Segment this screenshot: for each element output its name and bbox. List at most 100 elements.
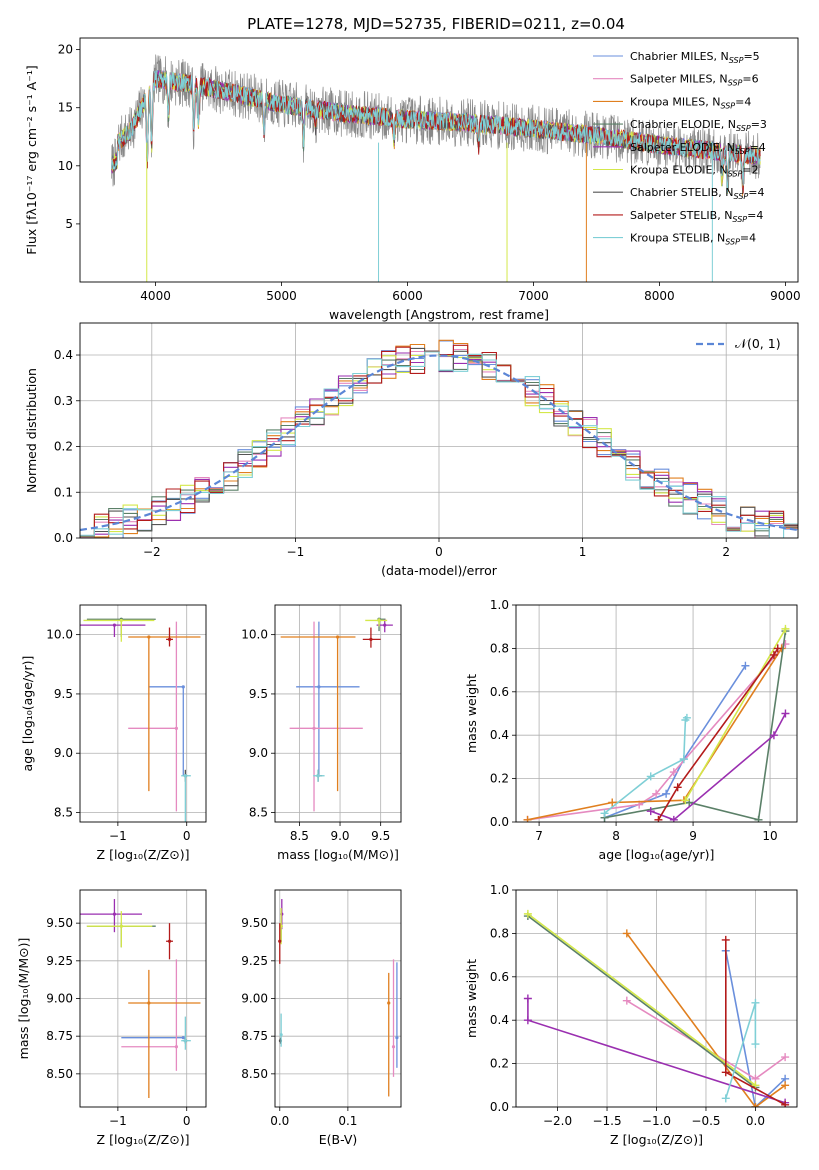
age-vs-Z-panel: −1 0 8.5 9.0 9.5 10.0 Z [log₁₀(Z/Z⊙)] age [log₁… (20, 604, 207, 862)
series-chabrier-elodie (523, 912, 760, 1092)
legend-item-chabrier-stelib: Chabrier STELIB, NSSP=4 (593, 186, 764, 201)
plus-marker (721, 1094, 730, 1103)
y-tick-label: 0.8 (490, 926, 509, 940)
spectrum-panel: 4000 5000 6000 7000 8000 9000 5 10 15 20 wavelengt… (24, 37, 801, 322)
x-tick-label: −1 (287, 545, 305, 559)
plus-marker (769, 731, 778, 740)
y-axis-label: mass weight (464, 674, 479, 753)
y-tick-label: 9.0 (249, 746, 268, 760)
point-marker (112, 912, 117, 916)
errorbar-salpeter-miles (121, 959, 178, 1071)
series-kroupa-miles (523, 644, 786, 822)
y-tick-label: 8.50 (241, 1067, 268, 1081)
series-line (527, 915, 756, 1089)
y-tick-label: 9.50 (46, 916, 73, 930)
point-marker (316, 774, 320, 778)
y-tick-label: 10.0 (46, 628, 73, 642)
mass-vs-EBV-panel: 0.0 0.1 8.50 8.75 9.00 9.25 9.50 E(B-V) (241, 889, 402, 1147)
series-salpeter-stelib (721, 935, 790, 1107)
legend-label: Kroupa MILES, NSSP=4 (630, 95, 751, 110)
plus-marker (751, 1103, 760, 1107)
point-marker (181, 685, 185, 689)
errorbar-kroupa-miles (280, 635, 356, 792)
legend-label: Chabrier ELODIE, NSSP=3 (630, 118, 767, 133)
series-line (650, 713, 787, 821)
y-tick-label: 5 (65, 217, 73, 231)
series-line (657, 647, 779, 821)
plus-marker (721, 935, 730, 944)
mass-weight-vs-Z-panel: −2.0 −1.5 −1.0 −0.5 0.0 0.0 0.2 0.4 0.6 0.8 1.0 Z [… (464, 883, 798, 1147)
y-tick-label: 9.50 (241, 916, 268, 930)
point-marker (312, 726, 316, 730)
legend-normal: 𝒩(0, 1) (696, 336, 781, 351)
series-kroupa-stelib (600, 713, 691, 818)
x-tick-label: 9.5 (371, 829, 390, 843)
y-tick-label: 0.2 (490, 772, 509, 786)
x-tick-label: −1 (109, 1114, 127, 1128)
histogram-kroupa-stelib (80, 351, 798, 538)
plot-frame (515, 889, 798, 1108)
point-marker (119, 618, 123, 623)
series-line (604, 717, 688, 814)
x-tick-label: 4000 (140, 289, 171, 303)
point-marker (377, 618, 381, 623)
plot-frame (79, 604, 207, 823)
x-tick-label: 9.0 (330, 829, 349, 843)
errorbar-chabrier-miles (296, 621, 360, 776)
y-axis-label: mass weight (464, 959, 479, 1038)
y-tick-label: 8.50 (46, 1067, 73, 1081)
y-axis-label: age [log₁₀(age/yr)] (20, 656, 35, 772)
x-axis-label: mass [log₁₀(M/M⊙)] (277, 847, 399, 862)
mass-weight-vs-age-lines (523, 624, 790, 822)
legend-label: Salpeter STELIB, NSSP=4 (630, 209, 763, 224)
y-tick-label: 1.0 (490, 883, 509, 897)
errorbar-kroupa-elodie (83, 618, 155, 642)
plot-frame (79, 37, 799, 283)
legend-item-chabrier-elodie: Chabrier ELODIE, NSSP=3 (593, 118, 767, 133)
plus-marker (669, 815, 678, 822)
legend-label: Salpeter MILES, NSSP=6 (630, 73, 759, 88)
plus-marker (769, 650, 778, 659)
plus-marker (721, 1068, 730, 1077)
plus-marker (773, 644, 782, 653)
plus-marker (523, 815, 532, 822)
point-marker (183, 774, 187, 778)
model-spectrum-kroupa-stelib (111, 70, 761, 194)
series-line (626, 932, 786, 1107)
mass-vs-Z-panel: −1 0 8.50 8.75 9.00 9.25 9.50 Z [log₁₀(Z/Z⊙)] ma… (16, 889, 207, 1147)
plus-marker (681, 796, 690, 805)
point-marker (112, 623, 117, 627)
x-tick-label: 2 (722, 545, 730, 559)
y-tick-label: 8.75 (46, 1029, 73, 1043)
errorbar-chabrier-miles (121, 1036, 185, 1040)
x-tick-label: −2 (143, 545, 161, 559)
point-marker (167, 939, 172, 943)
plus-marker (781, 640, 790, 649)
x-tick-label: −0.5 (691, 1114, 720, 1128)
x-tick-label: 8 (612, 829, 620, 843)
plus-marker (523, 994, 532, 1003)
errorbar-kroupa-stelib (181, 774, 191, 822)
errorbar-kroupa-stelib (279, 1013, 283, 1047)
x-tick-label: 7000 (518, 289, 549, 303)
plus-marker (781, 1100, 790, 1107)
y-tick-label: 0.0 (490, 1100, 509, 1114)
errorbar-salpeter-stelib (278, 923, 282, 964)
series-line (527, 913, 756, 1086)
point-marker (383, 623, 387, 627)
y-tick-label: 1.0 (490, 598, 509, 612)
plot-frame (79, 889, 207, 1108)
plus-marker (523, 1016, 532, 1025)
y-tick-label: 8.5 (54, 806, 73, 820)
figure-title: PLATE=1278, MJD=52735, FIBERID=0211, z=0… (247, 15, 625, 33)
y-tick-label: 0.0 (490, 815, 509, 829)
point-marker (387, 1001, 391, 1005)
errorbar-salpeter-miles (128, 621, 178, 812)
plus-marker (652, 789, 661, 798)
errorbar-kroupa-stelib (181, 1016, 191, 1050)
point-marker (167, 637, 172, 641)
point-marker (317, 685, 321, 689)
x-tick-label: 8.5 (290, 829, 309, 843)
errorbar-chabrier-miles (395, 962, 399, 1068)
